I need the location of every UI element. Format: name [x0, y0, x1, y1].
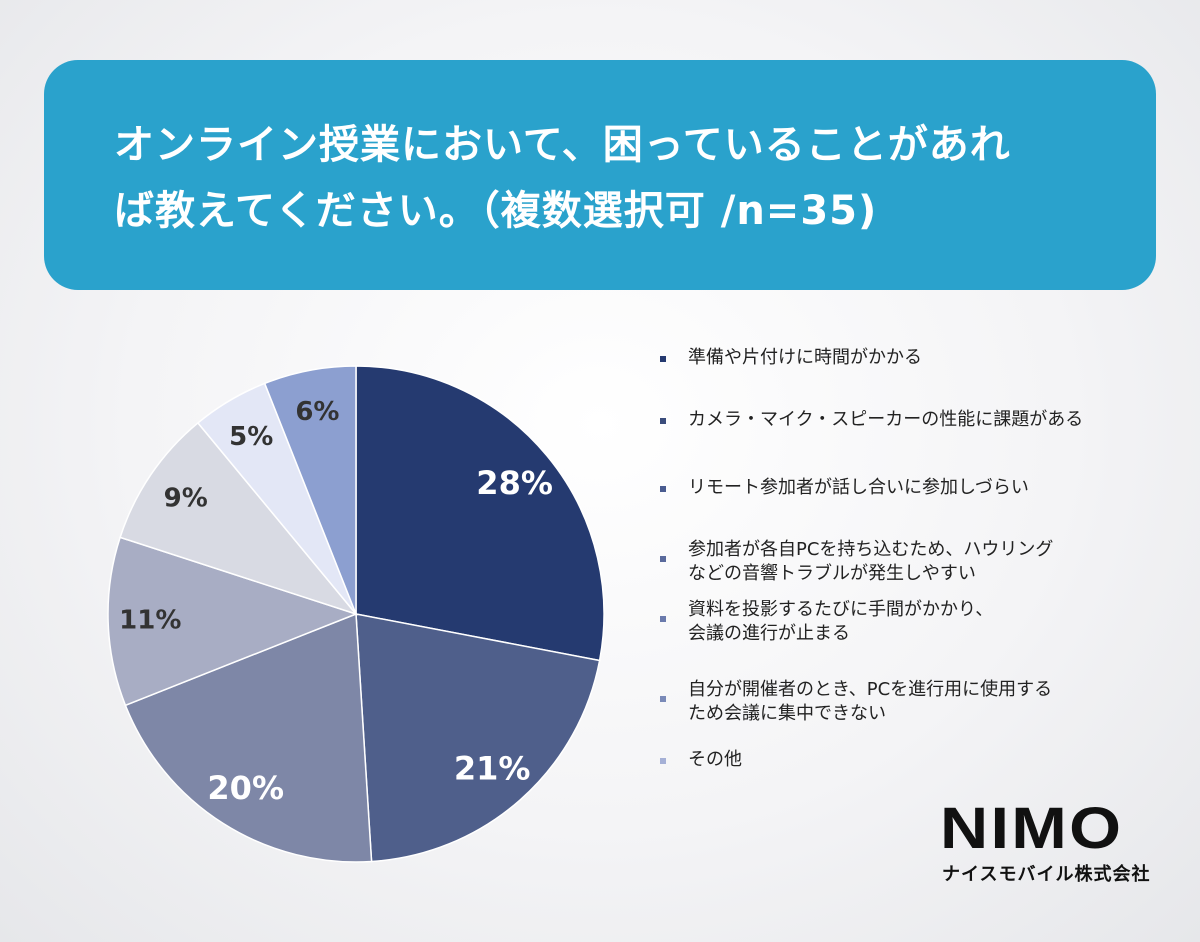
pie-slice-7: [263, 365, 357, 615]
legend-marker-5: [660, 616, 666, 622]
chart-title-line-2: ば教えてください。（複数選択可 /n=35): [114, 188, 878, 234]
pie-value-label-2: 21%: [454, 749, 531, 787]
pie-slice-5: [119, 421, 359, 616]
legend-label-6: 自分が開催者のとき、PCを進行用に使用する ため会議に集中できない: [688, 679, 1053, 724]
legend-marker-1: [660, 356, 666, 362]
chart-title: オンライン授業において、困っていることがあれ ば教えてください。（複数選択可 /…: [114, 112, 1114, 244]
legend-marker-3: [660, 486, 666, 492]
pie-value-label-5: 9%: [164, 483, 208, 513]
legend-marker-6: [660, 696, 666, 702]
legend-label-1: 準備や片付けに時間がかかる: [688, 347, 922, 368]
legend-label-3: リモート参加者が話し合いに参加しづらい: [688, 477, 1029, 498]
legend-label-2: カメラ・マイク・スピーカーの性能に課題がある: [688, 409, 1084, 430]
pie-value-label-7: 6%: [295, 397, 339, 427]
pie-value-label-6: 5%: [229, 422, 273, 452]
brand-name: NIMO: [940, 796, 1124, 861]
pie-slice-4: [107, 536, 359, 707]
legend-marker-7: [660, 758, 666, 764]
legend-label-5: 資料を投影するたびに手間がかかり、 会議の進行が止まる: [688, 599, 994, 644]
pie-slice-3: [124, 612, 373, 863]
legend-label-7: その他: [688, 749, 742, 770]
legend-marker-4: [660, 556, 666, 562]
chart-title-line-1: オンライン授業において、困っていることがあれ: [114, 122, 1011, 168]
pie-value-label-4: 11%: [119, 605, 181, 635]
legend-label-4: 参加者が各自PCを持ち込むため、ハウリング などの音響トラブルが発生しやすい: [688, 539, 1054, 584]
pie-value-label-1: 28%: [476, 464, 553, 502]
pie-slice-1: [355, 365, 605, 662]
brand-company-name: ナイスモバイル株式会社: [942, 864, 1151, 885]
title-banner: [44, 60, 1156, 290]
pie-value-label-3: 20%: [207, 769, 284, 807]
pie-slice-2: [355, 613, 601, 863]
legend-marker-2: [660, 418, 666, 424]
